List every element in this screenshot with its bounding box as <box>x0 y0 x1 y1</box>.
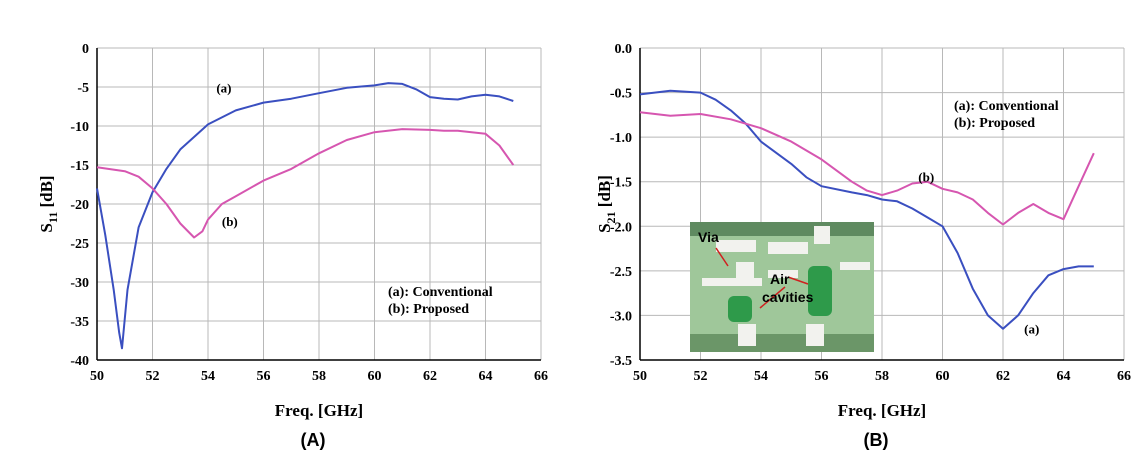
x-tick-label: 50 <box>633 369 647 384</box>
legend-entry: (b): Proposed <box>388 302 469 317</box>
y-tick-label: -2.5 <box>610 265 632 280</box>
y-tick-label: -5 <box>77 81 89 96</box>
y-tick-label: -0.5 <box>610 87 632 102</box>
y-tick-label: -20 <box>70 198 89 213</box>
y-tick-label: -15 <box>70 159 89 174</box>
y-axis-label: S11 [dB] <box>37 175 60 232</box>
y-tick-label: -35 <box>70 315 89 330</box>
legend-entry: (a): Conventional <box>954 99 1059 114</box>
y-tick-label: -2.0 <box>610 220 632 235</box>
series-annotation: (b) <box>222 214 238 229</box>
panel-label: (A) <box>301 430 326 450</box>
x-tick-label: 66 <box>1117 369 1131 384</box>
legend-entry: (b): Proposed <box>954 116 1035 131</box>
series-annotation: (a) <box>216 80 231 95</box>
x-axis-label: Freq. [GHz] <box>275 401 363 420</box>
y-tick-label: -1.5 <box>610 176 632 191</box>
inset-label-via: Via <box>698 229 719 245</box>
y-axis-label: S21 [dB] <box>595 175 618 233</box>
series-line-a <box>639 89 1094 330</box>
y-tick-label: -10 <box>70 120 89 135</box>
y-tick-label: -1.0 <box>610 131 632 146</box>
y-tick-label: -3.5 <box>610 354 632 369</box>
y-tick-label: 0.0 <box>615 42 633 57</box>
x-tick-label: 62 <box>423 369 437 384</box>
y-tick-label: -40 <box>70 354 89 369</box>
x-tick-label: 58 <box>312 369 326 384</box>
series-line-b <box>639 111 1095 226</box>
panel-label: (B) <box>864 430 889 450</box>
x-tick-label: 60 <box>936 369 950 384</box>
x-tick-label: 64 <box>1057 369 1071 384</box>
x-tick-label: 62 <box>996 369 1010 384</box>
x-tick-label: 56 <box>257 369 271 384</box>
x-tick-label: 54 <box>754 369 768 384</box>
series-annotation: (b) <box>918 170 934 185</box>
y-tick-label: -25 <box>70 237 89 252</box>
x-tick-label: 56 <box>815 369 829 384</box>
inset-label-air: Air <box>770 271 790 287</box>
x-tick-label: 58 <box>875 369 889 384</box>
series-line-b <box>96 128 515 239</box>
series-annotation: (a) <box>1024 321 1039 336</box>
series-line-a <box>96 82 514 350</box>
inset-photo: Via Air cavities <box>690 222 874 352</box>
x-tick-label: 64 <box>479 369 493 384</box>
y-tick-label: 0 <box>82 42 89 57</box>
y-tick-label: -30 <box>70 276 89 291</box>
x-tick-label: 66 <box>534 369 548 384</box>
y-tick-label: -3.0 <box>610 309 632 324</box>
chart-panel-b: 0.0 -0.5 -1.0 -1.5 -2.0 -2.5 -3.0 -3.550 52 54 56 5… <box>595 42 1131 450</box>
x-axis-label: Freq. [GHz] <box>838 401 926 420</box>
inset-label-cavities: cavities <box>762 289 814 305</box>
x-tick-label: 50 <box>90 369 104 384</box>
x-tick-label: 52 <box>694 369 708 384</box>
x-tick-label: 52 <box>146 369 160 384</box>
legend-entry: (a): Conventional <box>388 285 493 300</box>
x-tick-label: 60 <box>368 369 382 384</box>
x-tick-label: 54 <box>201 369 215 384</box>
